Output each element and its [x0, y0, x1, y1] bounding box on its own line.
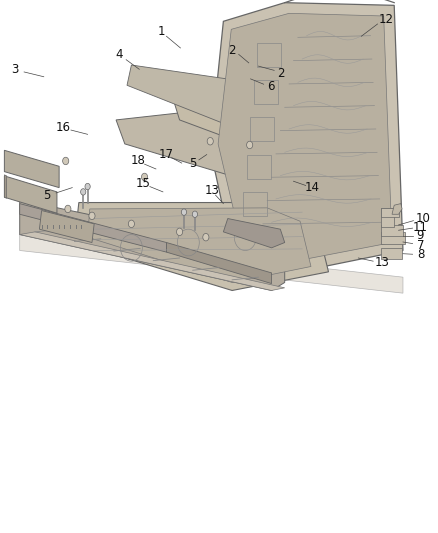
Circle shape [192, 211, 198, 217]
Text: 4: 4 [115, 49, 123, 61]
Text: 13: 13 [374, 256, 389, 269]
Bar [247, 155, 271, 179]
Circle shape [177, 228, 183, 236]
Text: 5: 5 [44, 189, 51, 202]
Polygon shape [20, 235, 403, 293]
Polygon shape [392, 204, 402, 214]
Polygon shape [127, 65, 245, 127]
Bar [243, 192, 267, 216]
Text: 5: 5 [189, 157, 196, 170]
Polygon shape [20, 204, 166, 252]
Polygon shape [4, 150, 59, 188]
Text: 1: 1 [157, 26, 165, 38]
Circle shape [128, 220, 134, 228]
Bar [381, 248, 402, 259]
Bar [381, 208, 394, 227]
Polygon shape [116, 112, 267, 175]
Polygon shape [74, 203, 328, 290]
Circle shape [63, 157, 69, 165]
Bar [381, 232, 405, 244]
Text: 7: 7 [417, 239, 424, 252]
Text: 8: 8 [417, 248, 424, 261]
Bar [250, 117, 274, 141]
Bar [254, 80, 278, 104]
Bar [381, 208, 399, 217]
Circle shape [207, 138, 213, 145]
Circle shape [89, 212, 95, 220]
Text: 11: 11 [413, 221, 428, 234]
Circle shape [85, 183, 90, 190]
Polygon shape [88, 208, 311, 282]
Polygon shape [20, 200, 285, 290]
Circle shape [203, 233, 209, 241]
Text: 10: 10 [415, 212, 430, 225]
Bar [381, 225, 403, 236]
Circle shape [65, 205, 71, 213]
Polygon shape [228, 85, 324, 139]
Polygon shape [39, 211, 94, 243]
Text: 16: 16 [56, 122, 71, 134]
Text: 9: 9 [417, 229, 424, 242]
Text: 2: 2 [277, 67, 285, 79]
Polygon shape [20, 232, 285, 290]
Circle shape [181, 209, 187, 215]
Text: 18: 18 [131, 155, 146, 167]
Circle shape [81, 189, 86, 195]
Text: 17: 17 [159, 148, 174, 161]
Polygon shape [218, 13, 392, 259]
Text: 3: 3 [11, 63, 18, 76]
Circle shape [141, 173, 148, 181]
Text: 12: 12 [379, 13, 394, 26]
Polygon shape [223, 219, 285, 248]
Text: 14: 14 [304, 181, 319, 194]
Polygon shape [4, 176, 57, 213]
Text: 6: 6 [267, 80, 275, 93]
Polygon shape [166, 243, 272, 284]
Text: 13: 13 [205, 184, 219, 197]
Bar [257, 43, 281, 67]
Polygon shape [173, 92, 298, 149]
Text: 15: 15 [135, 177, 150, 190]
Text: 2: 2 [228, 44, 236, 56]
Circle shape [247, 141, 253, 149]
Polygon shape [210, 3, 403, 269]
Polygon shape [4, 175, 7, 198]
